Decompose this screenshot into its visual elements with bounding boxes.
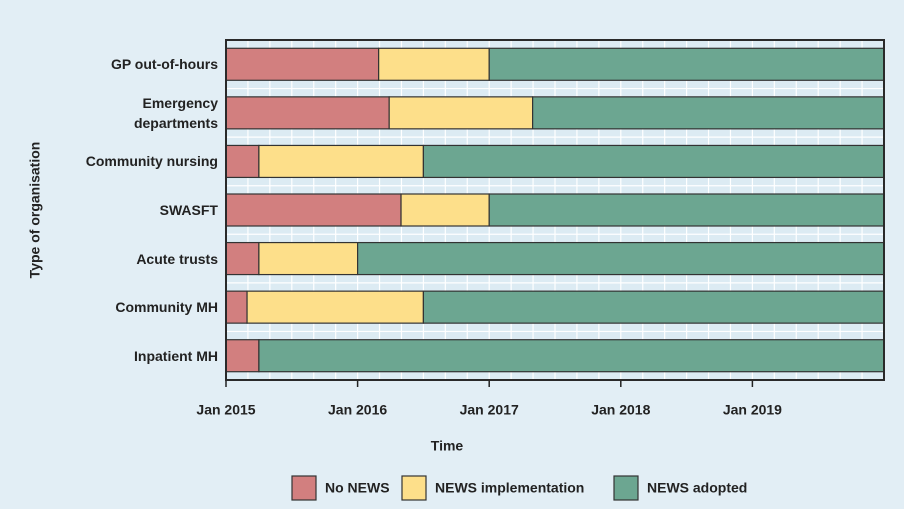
legend-swatch	[613, 475, 639, 501]
plot-border	[225, 39, 885, 381]
x-tick-label: Jan 2017	[460, 402, 519, 418]
bar-segment	[258, 241, 359, 276]
bar-segment	[225, 241, 260, 276]
bar-segment	[532, 96, 885, 130]
bar-segment	[422, 290, 885, 324]
bar-segment	[225, 193, 402, 227]
y-tick-label: SWASFT	[159, 202, 218, 218]
bar-segment	[258, 339, 885, 373]
x-tick-label: Jan 2015	[196, 402, 255, 418]
x-tick-label: Jan 2019	[723, 402, 782, 418]
y-axis-label: Type of organisation	[27, 142, 43, 279]
legend-swatch	[291, 475, 317, 501]
bar-segment	[488, 193, 885, 227]
bar-segment	[225, 339, 260, 373]
bar-segment	[388, 96, 534, 130]
x-axis-label: Time	[431, 438, 464, 454]
bar-segment	[225, 290, 248, 324]
bar-segment	[357, 241, 885, 276]
bar-segment	[225, 47, 380, 81]
y-tick-label: Emergency departments	[133, 94, 218, 131]
x-tick-label: Jan 2016	[328, 402, 387, 418]
y-tick-label: Acute trusts	[136, 250, 218, 267]
y-tick-label: Community nursing	[85, 153, 218, 170]
bar-segment	[225, 96, 390, 130]
legend-swatch	[401, 475, 427, 501]
legend-label: No NEWS	[325, 480, 390, 496]
bar-segment	[246, 290, 424, 324]
bar-segment	[422, 144, 885, 179]
bar-segment	[258, 144, 424, 179]
y-tick-label: Community MH	[115, 299, 218, 316]
legend-label: NEWS adopted	[647, 480, 747, 496]
y-tick-label: GP out-of-hours	[110, 56, 218, 73]
bar-segment	[400, 193, 490, 227]
bar-segment	[488, 47, 885, 81]
bar-segment	[378, 47, 490, 81]
x-tick-label: Jan 2018	[591, 402, 650, 418]
y-tick-label: Inpatient MH	[134, 347, 218, 364]
legend-label: NEWS implementation	[435, 480, 584, 496]
bar-segment	[225, 144, 260, 179]
